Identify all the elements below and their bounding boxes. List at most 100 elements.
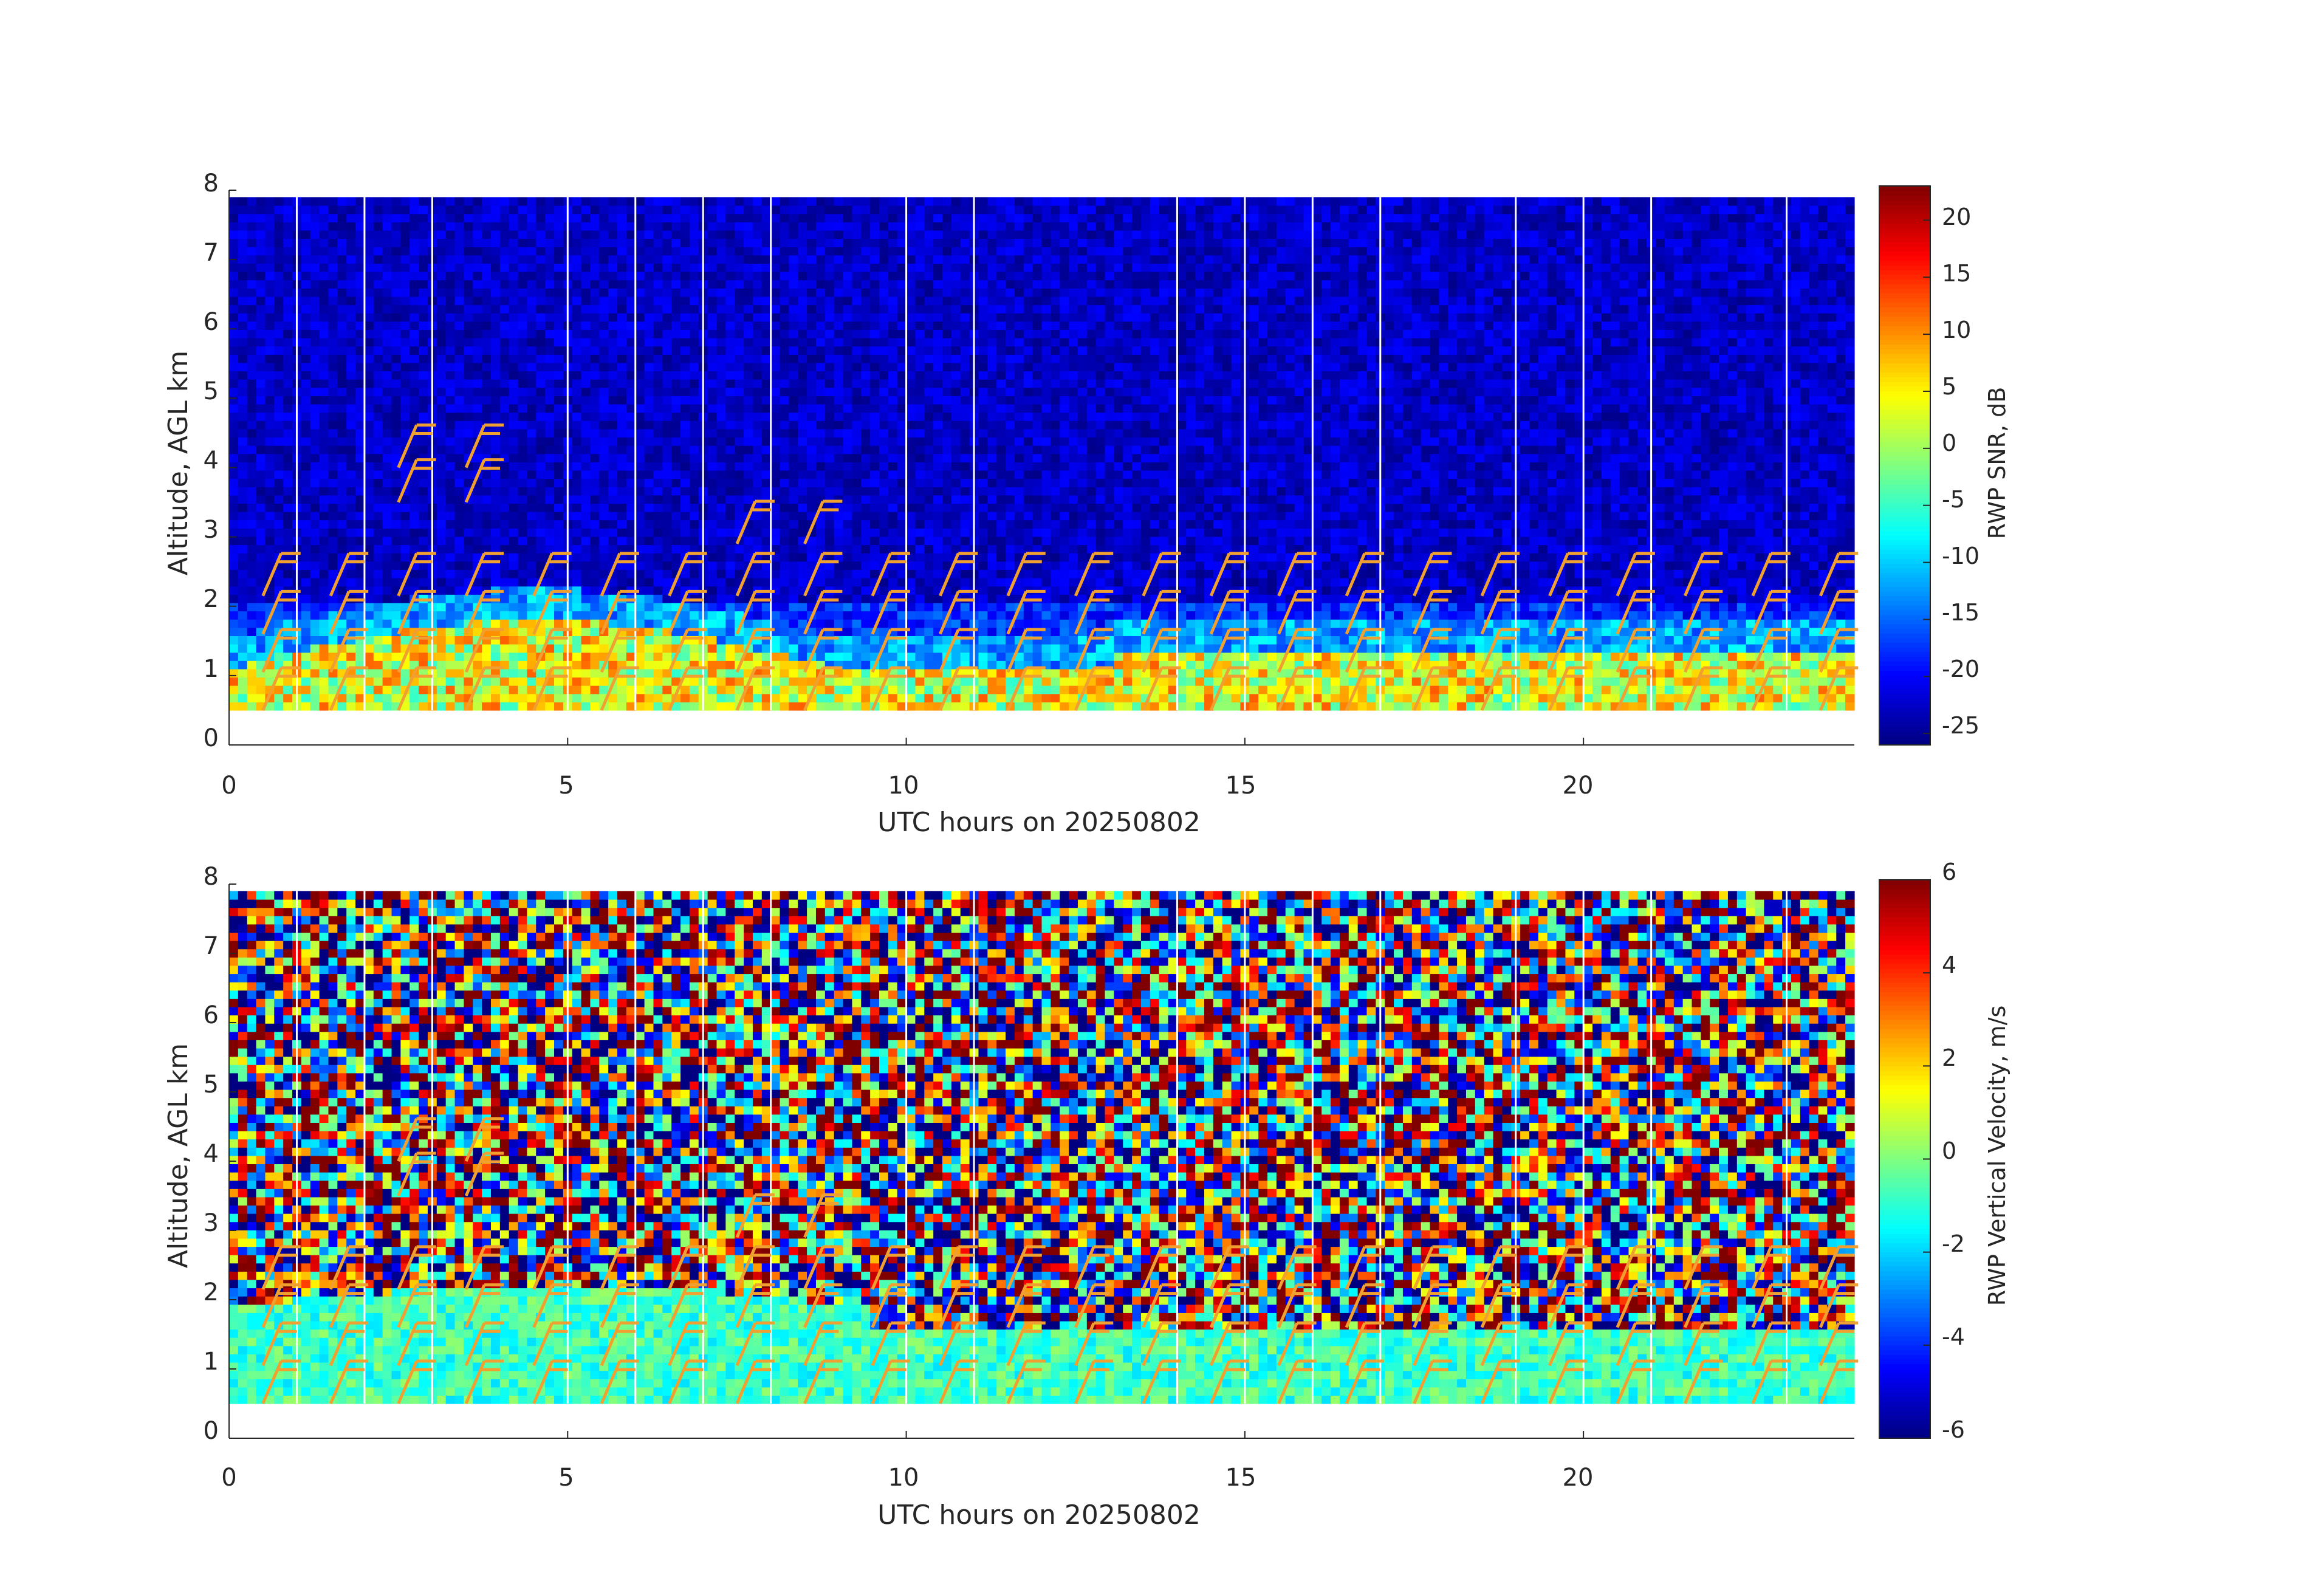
heatmap-cell	[798, 205, 807, 214]
heatmap-cell	[229, 329, 239, 338]
heatmap-cell	[888, 238, 898, 247]
heatmap-cell	[536, 428, 546, 438]
heatmap-cell	[626, 652, 636, 661]
heatmap-cell	[626, 213, 636, 222]
heatmap-cell	[644, 288, 654, 297]
heatmap-cell	[364, 553, 374, 562]
heatmap-cell	[355, 536, 365, 546]
heatmap-cell	[662, 272, 672, 281]
heatmap-cell	[490, 536, 501, 546]
heatmap-cell	[527, 255, 536, 264]
heatmap-cell	[680, 512, 690, 521]
heatmap-cell	[391, 437, 401, 446]
heatmap-cell	[716, 403, 726, 413]
heatmap-cell	[752, 396, 763, 405]
heatmap-cell	[635, 387, 645, 396]
heatmap-cell	[364, 230, 374, 239]
heatmap-cell	[744, 470, 753, 479]
heatmap-cell	[735, 553, 744, 562]
heatmap-cell	[419, 337, 428, 347]
heatmap-cell	[337, 379, 347, 388]
heatmap-cell	[915, 627, 925, 636]
heatmap-cell	[635, 329, 645, 338]
heatmap-cell	[798, 520, 807, 529]
heatmap-cell	[319, 304, 329, 314]
heatmap-cell	[752, 197, 763, 206]
heatmap-cell	[545, 230, 555, 239]
heatmap-cell	[662, 619, 672, 628]
heatmap-cell	[834, 263, 844, 272]
heatmap-cell	[265, 445, 275, 454]
heatmap-cell	[536, 387, 546, 396]
heatmap-cell	[617, 304, 627, 314]
heatmap-cell	[789, 528, 798, 537]
heatmap-cell	[274, 619, 284, 628]
heatmap-cell	[482, 230, 492, 239]
heatmap-cell	[707, 660, 718, 670]
heatmap-cell	[238, 354, 248, 363]
heatmap-cell	[572, 387, 582, 396]
heatmap-cell	[509, 387, 519, 396]
heatmap-cell	[735, 412, 744, 421]
heatmap-cell	[509, 487, 519, 496]
heatmap-cell	[780, 329, 789, 338]
heatmap-cell	[454, 362, 464, 372]
heatmap-cell	[518, 685, 528, 695]
heatmap-cell	[482, 478, 492, 487]
heatmap-cell	[256, 205, 266, 214]
heatmap-cell	[328, 304, 338, 314]
heatmap-cell	[536, 702, 546, 711]
heatmap-cell	[671, 371, 681, 380]
heatmap-cell	[680, 702, 690, 711]
heatmap-cell	[843, 296, 853, 306]
heatmap-cell	[716, 561, 726, 570]
heatmap-cell	[490, 296, 501, 306]
heatmap-cell	[635, 304, 645, 314]
heatmap-cell	[644, 536, 654, 546]
heatmap-cell	[689, 304, 699, 314]
heatmap-cell	[445, 346, 456, 355]
heatmap-cell	[671, 396, 681, 405]
heatmap-cell	[789, 478, 798, 487]
heatmap-cell	[373, 222, 383, 231]
heatmap-cell	[824, 528, 835, 537]
heatmap-cell	[581, 437, 591, 446]
heatmap-cell	[915, 412, 925, 421]
heatmap-cell	[518, 561, 528, 570]
heatmap-cell	[807, 362, 817, 372]
heatmap-cell	[283, 371, 293, 380]
heatmap-cell	[581, 280, 591, 289]
heatmap-cell	[707, 272, 718, 281]
heatmap-cell	[725, 230, 735, 239]
heatmap-cell	[265, 304, 275, 314]
heatmap-cell	[238, 428, 248, 438]
heatmap-cell	[888, 222, 898, 231]
heatmap-cell	[780, 304, 789, 314]
heatmap-cell	[283, 304, 293, 314]
heatmap-cell	[744, 462, 753, 471]
heatmap-cell	[707, 213, 718, 222]
heatmap-cell	[888, 272, 898, 281]
heatmap-cell	[924, 627, 934, 636]
heatmap-cell	[337, 280, 347, 289]
heatmap-cell	[744, 387, 753, 396]
heatmap-cell	[879, 586, 889, 595]
heatmap-cell	[933, 213, 943, 222]
heatmap-cell	[581, 396, 591, 405]
heatmap-cell	[888, 470, 898, 479]
heatmap-cell	[599, 685, 609, 695]
heatmap-cell	[581, 272, 591, 281]
heatmap-cell	[229, 387, 239, 396]
heatmap-cell	[617, 652, 627, 661]
heatmap-cell	[355, 478, 365, 487]
heatmap-cell	[310, 636, 320, 645]
heatmap-cell	[780, 263, 789, 272]
heatmap-cell	[662, 329, 672, 338]
heatmap-cell	[680, 272, 690, 281]
heatmap-cell	[780, 280, 789, 289]
heatmap-cell	[671, 520, 681, 529]
heatmap-cell	[861, 561, 871, 570]
heatmap-cell	[843, 247, 853, 256]
heatmap-cell	[933, 561, 943, 570]
heatmap-cell	[319, 702, 329, 711]
